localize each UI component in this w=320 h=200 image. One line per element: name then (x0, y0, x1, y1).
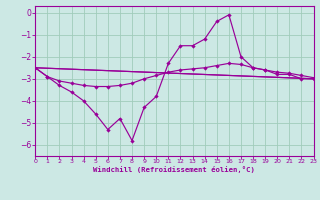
X-axis label: Windchill (Refroidissement éolien,°C): Windchill (Refroidissement éolien,°C) (93, 166, 255, 173)
